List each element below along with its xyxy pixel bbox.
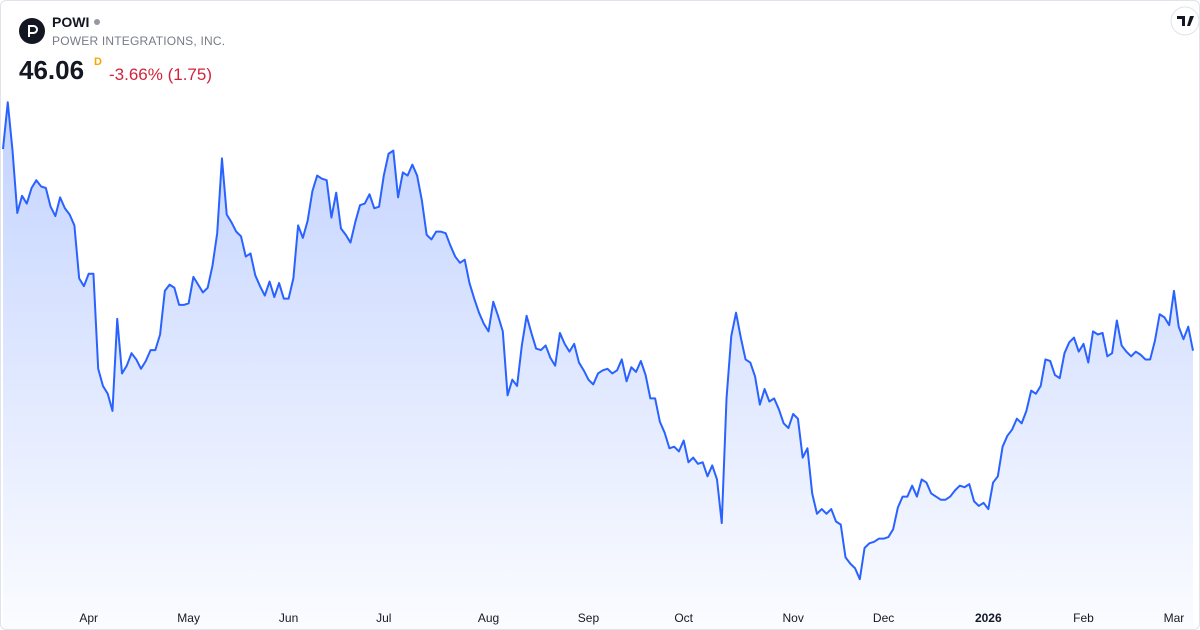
area-fill [3, 102, 1193, 629]
last-price: 46.06 [19, 55, 85, 85]
tradingview-logo[interactable] [1170, 6, 1199, 36]
company-name: POWER INTEGRATIONS, INC. [52, 34, 226, 48]
symbol: POWI [52, 14, 90, 30]
symbol-row: POWI [52, 14, 101, 30]
logo-glyph [1177, 16, 1194, 26]
status-dot [94, 19, 101, 25]
price-line [2, 101, 1194, 581]
price-change: -3.66% (1.75) [109, 65, 212, 84]
interval: D [94, 56, 102, 68]
symbol-logo [19, 18, 45, 44]
